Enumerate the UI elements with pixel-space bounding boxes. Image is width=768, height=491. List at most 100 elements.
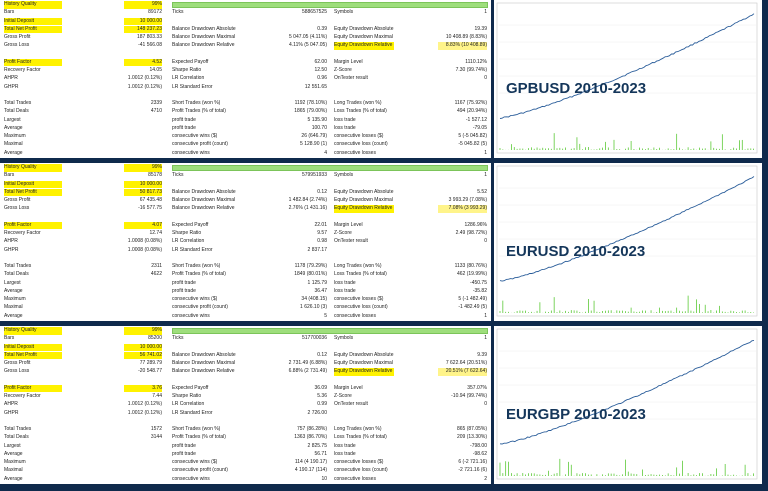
- report-cell: 12.74: [149, 230, 162, 236]
- report-cell: Maximum: [4, 133, 26, 139]
- report-row: Total Trades 2339 Short Trades (won %) 1192…: [0, 100, 491, 108]
- report-row: AHPR 1.0008 (0.08%) LR Correlation 0.98 OnTe…: [0, 238, 491, 246]
- report-cell: Balance Drawdown Absolute: [172, 25, 236, 32]
- history-quality-bar: [172, 1, 488, 8]
- report-cell: -5 045.82 (5): [458, 141, 487, 148]
- report-cell: 56 741.02: [124, 351, 162, 360]
- report-cell: -2 721.16 (6): [458, 467, 487, 474]
- report-cell: 9.57: [317, 230, 327, 236]
- report-cell: consecutive wins ($): [172, 296, 218, 302]
- chart-title-gbpusd: GPBUSD 2010-2023: [506, 80, 647, 97]
- report-cell: Long Trades (won %): [334, 263, 382, 269]
- history-quality-bar: [172, 327, 488, 334]
- report-cell: 1: [484, 9, 487, 16]
- report-row: Gross Loss -20 548.77 Balance Drawdown Rel…: [0, 368, 491, 376]
- report-cell: Balance Drawdown Maximal: [172, 34, 236, 40]
- report-cell: Average: [4, 312, 23, 319]
- report-cell: Maximum: [4, 459, 26, 465]
- report-cell: Loss Trades (% of total): [334, 108, 387, 115]
- report-cell: OnTester result: [334, 238, 368, 245]
- report-cell: 0.98: [317, 238, 327, 245]
- report-cell: 0.12: [317, 351, 327, 358]
- report-cell: Bars: [4, 335, 15, 342]
- report-cell: GHPR: [4, 83, 19, 90]
- report-cell: 5.36: [317, 393, 327, 399]
- report-cell: Average: [4, 475, 23, 482]
- report-cell: Profit Factor: [4, 221, 62, 230]
- report-cell: 1: [484, 149, 487, 156]
- report-row: [0, 377, 491, 385]
- report-cell: Maximal: [4, 141, 23, 148]
- report-cell: consecutive losses: [334, 475, 376, 482]
- report-cell: Recovery Factor: [4, 230, 41, 236]
- equity-line: [499, 176, 755, 282]
- report-cell: Total Trades: [4, 426, 32, 432]
- report-cell: History Quality: [4, 164, 62, 172]
- report-cell: Total Net Profit: [4, 351, 62, 360]
- report-cell: Average: [4, 287, 23, 294]
- report-cell: Total Trades: [4, 100, 32, 106]
- report-cell: 0.12: [317, 188, 327, 195]
- report-cell: Profit Trades (% of total): [172, 271, 226, 278]
- report-cell: Gross Profit: [4, 34, 31, 40]
- chart-gbpusd: GPBUSD 2010-2023: [494, 0, 762, 158]
- report-cell: OnTester result: [334, 75, 368, 82]
- report-row: GHPR 1.0012 (0.12%) LR Standard Error 2 726…: [0, 410, 491, 418]
- report-row: Recovery Factor 12.74 Sharpe Ratio 9.57 Z-Sc…: [0, 230, 491, 238]
- report-cell: Initial Deposit: [4, 343, 62, 352]
- report-row: Total Deals 3144 Profit Trades (% of total…: [0, 434, 491, 442]
- report-cell: 3144: [150, 434, 162, 441]
- report-cell: Loss Trades (% of total): [334, 271, 387, 278]
- report-cell: profit trade: [172, 287, 196, 294]
- report-cell: LR Correlation: [172, 75, 205, 82]
- report-cell: 12.50: [314, 67, 327, 73]
- report-cell: 4622: [150, 271, 162, 278]
- report-row: Profit Factor 4.07 Expected Payoff 22.01 Mar…: [0, 221, 491, 230]
- report-cell: 1.0012 (0.12%): [127, 83, 162, 90]
- report-row: Gross Loss -16 577.75 Balance Drawdown Rel…: [0, 205, 491, 213]
- report-cell: 1: [484, 335, 487, 342]
- report-cell: 5 128.90 (1): [300, 141, 327, 148]
- report-row: Average profit trade 100.70 loss trade -79.0…: [0, 125, 491, 133]
- report-row: [0, 418, 491, 426]
- report-row: Total Trades 2311 Short Trades (won %) 1178…: [0, 263, 491, 271]
- report-cell: 579951933: [301, 172, 327, 179]
- report-cell: Largest: [4, 279, 21, 286]
- report-cell: consecutive profit (count): [172, 141, 228, 148]
- equity-line: [499, 13, 755, 119]
- report-cell: 14.05: [149, 67, 162, 73]
- report-cell: Expected Payoff: [172, 58, 209, 65]
- report-cell: Sharpe Ratio: [172, 393, 202, 399]
- report-row: [0, 92, 491, 100]
- report-cell: 517700036: [301, 335, 327, 342]
- report-cell: 5 135.90: [307, 116, 327, 123]
- report-cell: Z-Score: [334, 67, 352, 73]
- report-cell: Equity Drawdown Absolute: [334, 25, 394, 32]
- report-row: Recovery Factor 14.05 Sharpe Ratio 12.50 Z-S…: [0, 67, 491, 75]
- report-cell: 209 (13.30%): [456, 434, 487, 441]
- report-cell: Margin Level: [334, 384, 363, 391]
- report-cell: Symbols: [334, 335, 354, 342]
- report-cell: 1.0012 (0.12%): [127, 409, 162, 416]
- report-cell: 7.30 (99.74%): [455, 67, 487, 73]
- report-cell: 10 000.00: [124, 180, 162, 189]
- report-cell: consecutive losses: [334, 312, 376, 319]
- report-cell: Short Trades (won %): [172, 100, 221, 106]
- report-cell: 10: [321, 475, 327, 482]
- report-cell: Average: [4, 450, 23, 457]
- report-cell: 462 (19.99%): [456, 271, 487, 278]
- report-cell: Maximal: [4, 304, 23, 311]
- report-cell: 494 (20.94%): [456, 108, 487, 115]
- report-row: Maximal consecutive profit (count) 5 128.9…: [0, 141, 491, 149]
- report-row: Gross Profit 77 289.79 Balance Drawdown Ma…: [0, 360, 491, 368]
- report-cell: -798.00: [470, 442, 487, 449]
- report-cell: 7.08% (3 993.29): [438, 205, 487, 213]
- report-cell: 100.70: [311, 124, 327, 131]
- report-cell: 26 (646.79): [301, 133, 327, 139]
- report-cell: 0: [484, 75, 487, 82]
- report-cell: Largest: [4, 442, 21, 449]
- report-cell: 2339: [150, 100, 162, 106]
- report-cell: Equity Drawdown Maximal: [334, 34, 393, 40]
- report-cell: Z-Score: [334, 393, 352, 399]
- report-cell: 3 993.29 (7.08%): [448, 197, 487, 203]
